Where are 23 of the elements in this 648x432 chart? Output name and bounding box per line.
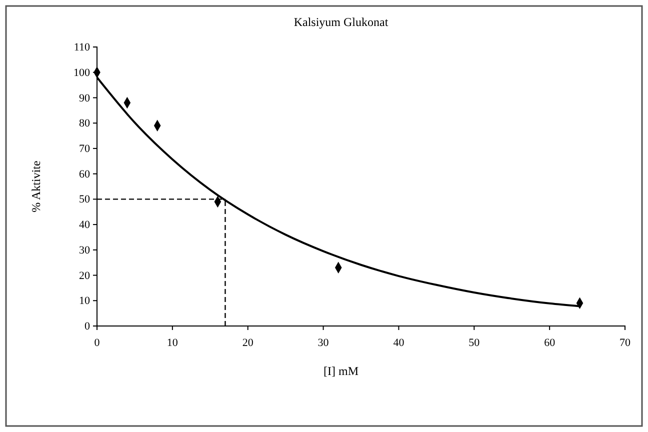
y-tick-label: 100 bbox=[74, 66, 90, 79]
x-tick-label: 10 bbox=[166, 337, 178, 350]
chart-title: Kalsiyum Glukonat bbox=[294, 15, 389, 29]
y-tick-label: 0 bbox=[84, 320, 90, 333]
x-axis-title: [I] mM bbox=[324, 364, 359, 378]
x-tick-label: 40 bbox=[393, 337, 405, 350]
y-axis-title: % Aktivite bbox=[29, 160, 43, 212]
x-tick-label: 50 bbox=[468, 337, 480, 350]
y-tick-label: 90 bbox=[79, 92, 90, 104]
y-tick-label: 20 bbox=[79, 270, 90, 282]
x-tick-label: 60 bbox=[544, 337, 556, 350]
x-tick-label: 0 bbox=[94, 337, 100, 350]
x-tick-label: 30 bbox=[318, 337, 330, 350]
y-tick-label: 60 bbox=[79, 168, 90, 180]
y-tick-label: 70 bbox=[79, 142, 90, 155]
y-tick-label: 110 bbox=[74, 42, 90, 54]
y-tick-label: 50 bbox=[79, 194, 90, 206]
x-tick-label: 20 bbox=[242, 337, 254, 350]
y-tick-label: 30 bbox=[79, 244, 90, 256]
x-tick-label: 70 bbox=[620, 337, 631, 350]
y-tick-label: 40 bbox=[79, 219, 90, 232]
y-tick-label: 80 bbox=[79, 118, 90, 130]
y-tick-label: 10 bbox=[79, 295, 90, 308]
